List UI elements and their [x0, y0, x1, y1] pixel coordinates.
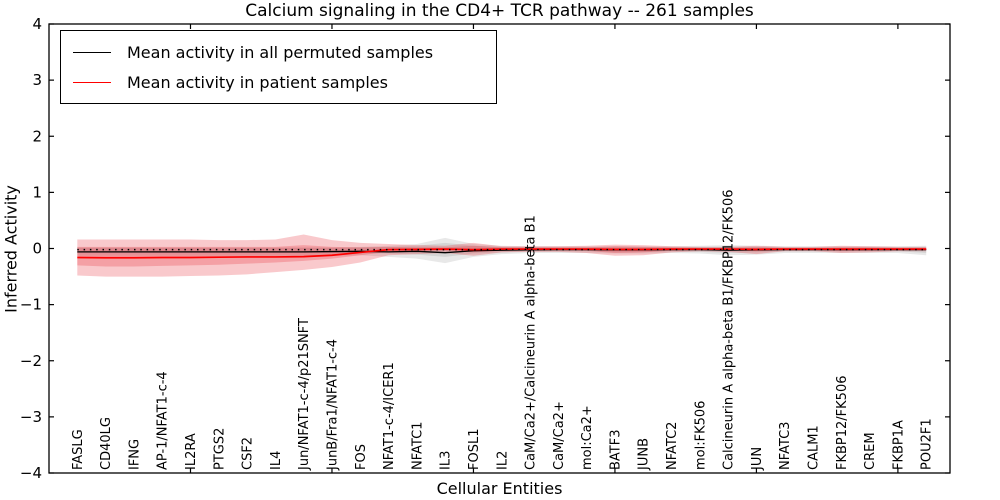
y-tick-label: 2: [32, 127, 42, 145]
category-label: NFAT1-c-4/ICER1: [382, 362, 397, 470]
category-label: NFATC1: [410, 422, 425, 470]
y-tick-label: 0: [32, 240, 42, 258]
category-label: IL2RA: [184, 433, 199, 470]
y-axis-label: Inferred Activity: [1, 185, 21, 313]
category-label: FKBP12/FK506: [835, 376, 850, 471]
legend-label-patient: Mean activity in patient samples: [127, 72, 388, 92]
category-label: AP-1/NFAT1-c-4: [156, 371, 171, 470]
chart-title: Calcium signaling in the CD4+ TCR pathwa…: [245, 1, 754, 21]
category-label: JUN: [750, 447, 765, 471]
category-label: FKBP1A: [891, 420, 906, 470]
category-label: CALM1: [807, 425, 822, 470]
category-label: JunB/Fra1/NFAT1-c-4: [325, 339, 340, 471]
category-label: IL4: [269, 451, 284, 470]
category-label: Calcineurin A alpha-beta B1/FKBP12/FK506: [722, 190, 737, 470]
category-label: IFNG: [127, 439, 142, 470]
y-tick-label: 3: [32, 71, 42, 89]
band-patient-range-outer: [77, 234, 927, 277]
y-tick-label: −2: [20, 352, 42, 370]
y-tick-label: 4: [32, 15, 42, 33]
category-label: mol:FK506: [693, 401, 708, 470]
category-label: CSF2: [241, 437, 256, 470]
category-label: IL2: [495, 451, 510, 470]
category-label: JUNB: [637, 438, 652, 471]
category-label: FOSL1: [467, 429, 482, 470]
category-label: BATF3: [608, 430, 623, 471]
category-label: CaM/Ca2+: [552, 401, 567, 470]
category-label: CREM: [863, 432, 878, 470]
band-patient-range-inner: [77, 245, 927, 267]
y-tick-label: −3: [20, 408, 42, 426]
y-tick-label: −4: [20, 464, 42, 482]
permuted-line-sample: [73, 51, 111, 53]
legend: Mean activity in all permuted samples Me…: [60, 30, 497, 104]
category-label: FOS: [354, 444, 369, 470]
legend-label-permuted: Mean activity in all permuted samples: [127, 42, 434, 62]
legend-entry-permuted: Mean activity in all permuted samples: [73, 37, 496, 67]
y-tick-label: 1: [32, 183, 42, 201]
category-label: FASLG: [71, 429, 86, 470]
patient-line-sample: [73, 81, 111, 83]
category-label: Jun/NFAT1-c-4/p21SNFT: [297, 318, 312, 471]
category-label: POU2F1: [920, 418, 935, 470]
category-label: mol:Ca2+: [580, 405, 595, 470]
category-label: NFATC3: [778, 422, 793, 470]
x-axis-label: Cellular Entities: [436, 479, 563, 498]
category-label: IL3: [439, 451, 454, 470]
category-label: PTGS2: [212, 428, 227, 470]
y-tick-label: −1: [20, 296, 42, 314]
legend-entry-patient: Mean activity in patient samples: [73, 67, 496, 97]
series-line: [77, 248, 927, 259]
category-label: NFATC2: [665, 422, 680, 470]
category-label: CaM/Ca2+/Calcineurin A alpha-beta B1: [524, 215, 539, 470]
category-label: CD40LG: [99, 417, 114, 470]
